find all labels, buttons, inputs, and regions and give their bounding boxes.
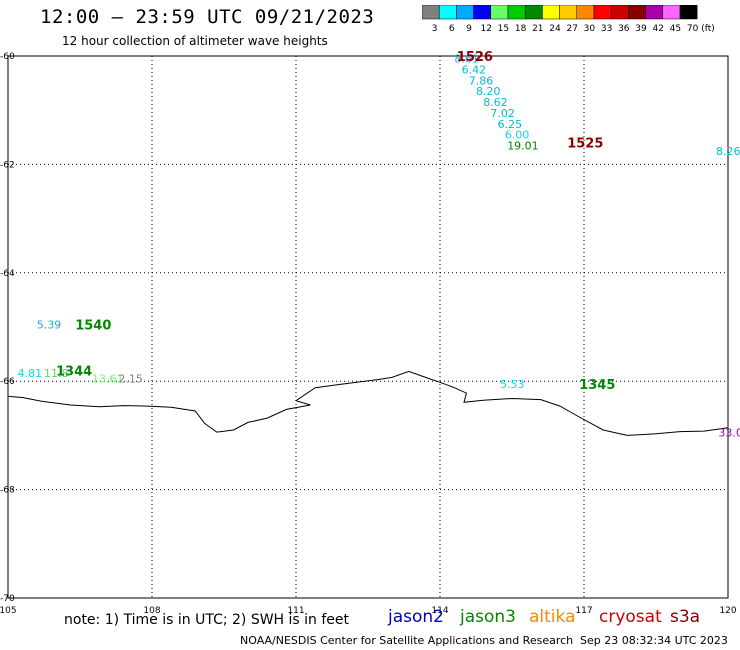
timestamp-text: Sep 23 08:32:34 UTC 2023 — [580, 634, 728, 647]
longitude-label: 111 — [287, 606, 304, 616]
longitude-label: 105 — [0, 606, 17, 616]
legend-label: 70 — [687, 24, 699, 34]
footnote: note: 1) Time is in UTC; 2) SWH is in fe… — [64, 612, 350, 628]
legend-label: 30 — [584, 24, 596, 34]
latitude-label: -68 — [0, 486, 15, 496]
legend-label: 6 — [449, 24, 455, 34]
legend-label: 12 — [480, 24, 491, 34]
wave-height-value: 2.15 — [118, 372, 142, 385]
credit-text: NOAA/NESDIS Center for Satellite Applica… — [240, 634, 574, 647]
longitude-label: 114 — [431, 606, 448, 616]
map-frame — [7, 55, 729, 599]
wave-height-value: 19.01 — [507, 139, 539, 152]
pass-time-label: 1540 — [75, 318, 111, 333]
wave-height-value: 11.8 — [44, 367, 69, 380]
pass-time-label: 1345 — [579, 378, 615, 393]
wave-height-value: 6.00 — [505, 129, 530, 142]
legend-label: 9 — [466, 24, 472, 34]
legend-label: 3 — [432, 24, 438, 34]
latitude-label: -64 — [0, 269, 15, 279]
legend-label: 21 — [532, 24, 543, 34]
wave-height-value: 8.62 — [483, 96, 508, 109]
legend-label: 39 — [635, 24, 647, 34]
legend-label: 18 — [515, 24, 527, 34]
satellite-label-cryosat: cryosat — [599, 607, 662, 627]
wave-height-value: 5.39 — [37, 318, 62, 331]
legend-label: 36 — [618, 24, 630, 34]
wave-height-value: 5.53 — [500, 378, 525, 391]
legend-label: 45 — [670, 24, 681, 34]
wave-height-value: 7.02 — [490, 107, 515, 120]
wave-height-value: 8.26 — [716, 145, 740, 158]
legend-swatch — [679, 5, 698, 20]
legend-label: 33 — [601, 24, 612, 34]
legend-unit: (ft) — [701, 24, 715, 34]
satellite-label-jason2: jason2 — [388, 607, 444, 627]
pass-time-label: 1526 — [457, 50, 493, 65]
latitude-label: -62 — [0, 160, 15, 170]
antarctic-coastline — [7, 370, 729, 436]
map-title: 12:00 — 23:59 UTC 09/21/2023 — [40, 6, 375, 28]
legend-label: 24 — [549, 24, 561, 34]
legend-label: 27 — [566, 24, 577, 34]
legend-label: 42 — [652, 24, 663, 34]
legend-label: 15 — [498, 24, 509, 34]
satellite-label-jason3: jason3 — [460, 607, 516, 627]
longitude-label: 117 — [575, 606, 592, 616]
satellite-label-altika: altika — [529, 607, 576, 627]
wave-height-value: 4.81 — [18, 367, 42, 380]
wave-height-value: 6.25 — [498, 118, 522, 131]
latitude-label: -66 — [0, 377, 15, 387]
wave-height-legend: 3 6 9 12 15 18 21 24 27 30 33 36 39 42 45 70 (ft) — [422, 5, 715, 34]
wave-height-value: 7.86 — [469, 74, 494, 87]
wave-height-value: 8.20 — [476, 85, 501, 98]
longitude-label: 108 — [143, 606, 160, 616]
pass-time-label: 1344 — [56, 364, 92, 379]
map-subtitle: 12 hour collection of altimeter wave hei… — [62, 34, 328, 48]
latitude-label: -70 — [0, 594, 15, 604]
satellite-label-s3a: s3a — [670, 607, 701, 627]
wave-height-value: 33.0 — [718, 427, 740, 440]
wave-height-value: 6.42 — [462, 64, 487, 77]
latitude-label: -60 — [0, 52, 15, 62]
wave-height-value: 13.61 — [92, 372, 124, 385]
pass-time-label: 1525 — [567, 137, 603, 152]
wave-height-value: 8.61 — [454, 53, 479, 66]
longitude-label: 120 — [719, 606, 736, 616]
